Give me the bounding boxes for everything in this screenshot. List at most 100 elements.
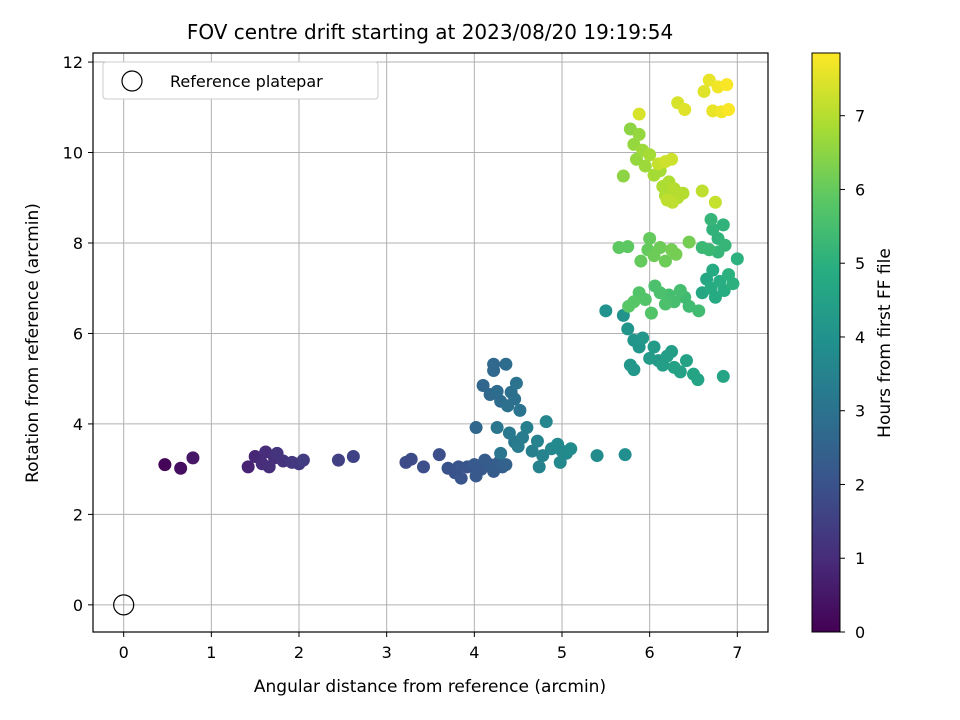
- data-point: [454, 471, 468, 485]
- data-point: [490, 384, 504, 398]
- y-tick-label: 0: [73, 596, 83, 615]
- data-point: [678, 103, 692, 117]
- data-point: [432, 448, 446, 462]
- data-point: [616, 169, 630, 183]
- chart-title: FOV centre drift starting at 2023/08/20 …: [187, 20, 673, 44]
- y-tick-label: 6: [73, 324, 83, 343]
- data-point: [653, 241, 667, 255]
- data-point: [648, 279, 662, 293]
- data-point: [469, 421, 483, 435]
- data-point: [499, 458, 513, 472]
- data-point: [404, 452, 418, 466]
- data-point: [716, 218, 730, 232]
- data-point: [632, 127, 646, 141]
- data-points: [113, 73, 744, 616]
- data-point: [499, 357, 513, 371]
- data-point: [494, 446, 508, 460]
- data-point: [509, 376, 523, 390]
- data-point: [621, 240, 635, 254]
- colorbar-tick-label: 2: [855, 475, 865, 494]
- colorbar-tick-label: 6: [855, 180, 865, 199]
- data-point: [676, 186, 690, 200]
- data-point: [695, 241, 709, 255]
- data-point: [476, 378, 490, 392]
- colorbar-tick-label: 7: [855, 107, 865, 126]
- y-axis-ticks: 0 2 4 6 8 10 12: [63, 53, 93, 615]
- y-axis-label: Rotation from reference (arcmin): [23, 203, 43, 483]
- data-point: [692, 304, 706, 318]
- data-point: [525, 444, 539, 458]
- y-tick-label: 2: [73, 505, 83, 524]
- colorbar-tick-label: 5: [855, 254, 865, 273]
- colorbar-ticks: 0 1 2 3 4 5 6 7: [840, 107, 865, 642]
- data-point: [647, 340, 661, 354]
- data-point: [704, 212, 718, 226]
- data-point: [634, 254, 648, 268]
- data-point: [513, 403, 527, 417]
- colorbar-label: Hours from first FF file: [875, 248, 895, 438]
- data-point: [708, 290, 722, 304]
- data-point: [658, 297, 672, 311]
- data-point: [669, 247, 683, 261]
- data-point: [621, 322, 635, 336]
- data-point: [599, 304, 613, 318]
- y-tick-label: 12: [63, 53, 83, 72]
- data-point: [490, 421, 504, 435]
- data-point: [532, 460, 546, 474]
- y-tick-label: 8: [73, 234, 83, 253]
- data-point: [416, 460, 430, 474]
- data-point: [665, 195, 679, 209]
- data-point: [158, 458, 172, 472]
- colorbar-tick-label: 0: [855, 623, 865, 642]
- data-point: [682, 235, 696, 249]
- data-point: [706, 263, 720, 277]
- data-point: [536, 449, 550, 463]
- x-axis-ticks: 0 1 2 3 4 5 6 7: [119, 632, 742, 662]
- data-point: [564, 442, 578, 456]
- plot-frame: [92, 52, 769, 633]
- x-tick-label: 1: [206, 643, 216, 662]
- data-point: [697, 84, 711, 98]
- data-point: [618, 448, 632, 462]
- x-tick-label: 5: [557, 643, 567, 662]
- colorbar-tick-label: 3: [855, 402, 865, 421]
- data-point: [174, 461, 188, 475]
- data-point: [726, 277, 740, 291]
- data-point: [665, 152, 679, 166]
- data-point: [241, 460, 255, 474]
- x-tick-label: 6: [645, 643, 655, 662]
- data-point: [632, 107, 646, 121]
- data-point: [708, 195, 722, 209]
- data-point: [730, 252, 744, 266]
- data-point: [539, 415, 553, 429]
- data-point: [530, 434, 544, 448]
- data-point: [691, 373, 705, 387]
- data-point: [508, 392, 522, 406]
- colorbar: [811, 52, 841, 633]
- data-point: [346, 449, 360, 463]
- data-point: [720, 78, 734, 92]
- data-point: [722, 103, 736, 117]
- data-point: [673, 365, 687, 379]
- x-tick-label: 2: [294, 643, 304, 662]
- data-point: [658, 254, 672, 268]
- data-point: [622, 299, 636, 313]
- legend-label: Reference platepar: [170, 72, 323, 91]
- colorbar-tick-label: 1: [855, 549, 865, 568]
- data-point: [590, 449, 604, 463]
- data-point: [644, 306, 658, 320]
- x-tick-label: 0: [119, 643, 129, 662]
- data-point: [520, 421, 534, 435]
- reference-platepar-marker: [113, 594, 135, 616]
- data-point: [695, 184, 709, 198]
- data-point: [186, 451, 200, 465]
- data-point: [679, 354, 693, 368]
- y-tick-label: 4: [73, 415, 83, 434]
- data-point: [717, 283, 731, 297]
- data-point: [516, 430, 530, 444]
- data-point: [553, 455, 567, 469]
- data-point: [636, 331, 650, 345]
- x-tick-label: 4: [469, 643, 479, 662]
- data-point: [643, 231, 657, 245]
